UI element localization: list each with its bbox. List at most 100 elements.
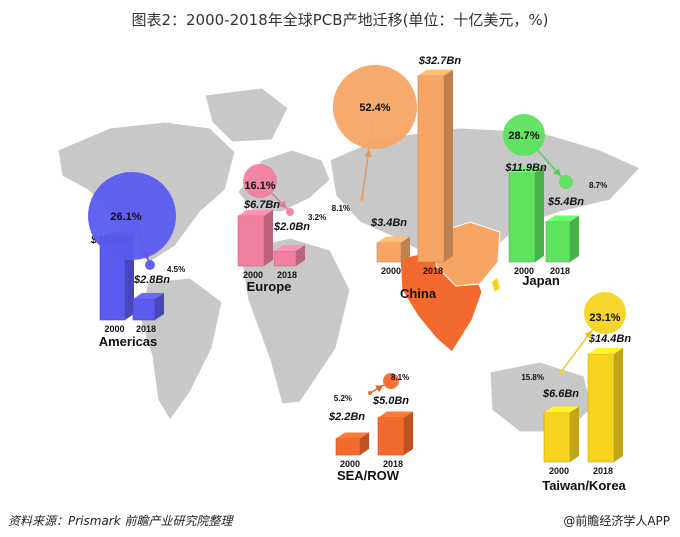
year-label: 2000 [514,266,534,276]
region-label: Japan [522,273,560,288]
bar-top [336,432,369,439]
chart-marks: 20002018$10.9Bn$2.8Bn26.1%4.5%Americas20… [88,55,631,493]
bar-top [546,215,579,222]
share-label: 26.1% [110,211,141,223]
bar-side [535,166,544,262]
share-arrowhead [278,200,287,209]
value-label: $3.4Bn [370,217,407,229]
value-label: $14.4Bn [588,333,631,345]
bar-front [237,215,265,267]
share-label: 8.1% [332,204,350,213]
bar-side [296,245,305,266]
value-label: $5.4Bn [547,196,584,208]
value-label: $5.0Bn [372,395,409,407]
bar-taiwan-korea-2018 [587,348,623,463]
bar-side [570,406,579,462]
bar-side [360,432,369,455]
share-bubble-2018 [383,373,399,389]
year-label: 2000 [340,459,360,469]
share-bubble-2000 [243,164,277,198]
bar-top [133,293,164,299]
share-arrowhead [553,168,561,177]
share-label: 8.7% [589,181,607,190]
bar-top [378,411,413,418]
region-japan: 2000 2018 $11.9Bn $5.4Bn 28.7% 8.7% Japan [503,114,607,288]
share-label: 52.4% [359,102,390,114]
year-label: 2018 [593,466,613,476]
share-label: 4.5% [167,265,185,274]
value-label: $32.7Bn [418,55,461,67]
share-arrowhead [375,385,384,393]
region-label: Taiwan/Korea [542,478,626,493]
value-label: $6.6Bn [542,388,579,400]
share-label: 16.1% [244,180,275,192]
year-label: 2018 [423,266,443,276]
share-label: 3.2% [308,213,326,222]
year-label: 2018 [136,324,156,334]
share-bubble-2000 [559,370,563,374]
bar-europe-2018 [273,245,305,267]
bar-side [614,348,623,462]
share-label: 8.1% [391,373,409,382]
share-bubble-2018 [584,292,626,334]
bar-americas-2018 [132,293,164,321]
bar-japan-2000 [508,166,544,263]
share-label: 28.7% [508,130,539,142]
year-label: 2000 [243,270,263,280]
bar-china-2018 [417,69,453,263]
bar-side [264,209,273,266]
bar-japan-2018 [545,215,579,263]
year-label: 2000 [104,324,124,334]
map-asia [329,127,641,263]
share-bubble-2000 [368,391,372,395]
bar-top [418,69,453,76]
value-label: $2.8Bn [133,274,170,286]
region-china: 2000 2018 $3.4Bn $32.7Bn 8.1% 52.4% China [332,55,462,301]
bar-front [543,412,571,463]
year-label: 2018 [277,270,297,280]
share-bubble-2018 [145,260,155,270]
brand-credit: @前瞻经济学人APP [563,514,670,528]
share-bubble-2000 [88,172,176,260]
year-label: 2000 [381,266,401,276]
bar-top [238,209,273,216]
bar-front [376,242,402,263]
bar-side [444,69,453,262]
share-bubble-2018 [559,175,573,189]
bar-side [401,236,410,262]
bar-front [377,417,405,456]
year-label: 2018 [550,266,570,276]
bar-front [132,298,156,321]
share-label: 23.1% [589,312,620,324]
bar-taiwan-korea-2000 [543,406,579,463]
share-arrowhead [584,330,592,339]
value-label: $11.9Bn [504,162,547,174]
bar-sea-row-2018 [377,411,413,456]
share-bubble-2018 [286,208,294,216]
pcb-migration-chart: 20002018$10.9Bn$2.8Bn26.1%4.5%Americas20… [57,55,641,493]
chart-title: 图表2：2000-2018年全球PCB产地迁移(单位：十亿美元，%) [131,11,549,29]
bar-top [509,166,544,173]
year-label: 2018 [383,459,403,469]
share-label: 15.8% [521,373,544,382]
value-label: $2.2Bn [328,411,365,423]
bar-china-2000 [376,236,410,263]
region-label: SEA/ROW [337,468,400,483]
bar-side [570,215,579,262]
bar-front [545,221,571,263]
bar-top [274,245,305,251]
bar-top [588,348,623,354]
bar-front [508,172,536,263]
map-greenland [204,87,289,143]
bar-side [404,411,413,455]
map-taiwan-region [492,278,500,292]
value-label: $6.7Bn [243,199,280,211]
bar-sea-row-2000 [335,432,369,456]
bar-front [417,75,445,263]
bar-front [335,438,361,456]
region-europe: 2000 2018 $6.7Bn $2.0Bn 16.1% 3.2% Europe [237,164,326,294]
share-bubble-2000 [503,114,545,156]
region-sea-row: 2000 2018 $2.2Bn $5.0Bn 5.2% 8.1% SEA/ROW [328,373,413,483]
map-africa [239,237,351,405]
